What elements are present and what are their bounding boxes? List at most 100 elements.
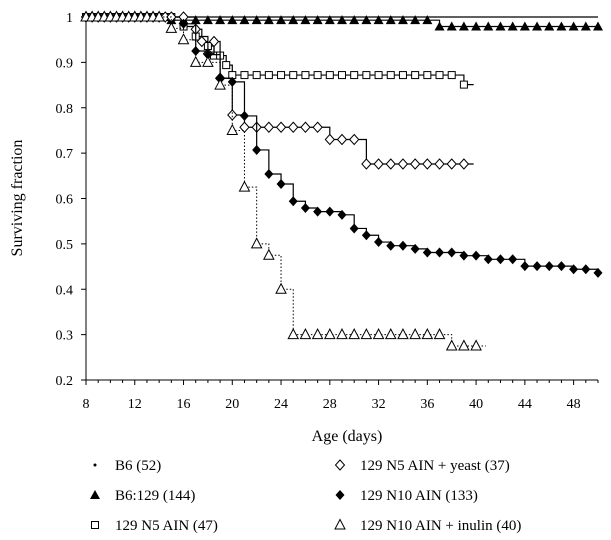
data-point xyxy=(240,71,249,80)
data-point xyxy=(312,121,323,134)
data-point xyxy=(324,15,335,25)
data-point xyxy=(301,71,310,80)
data-point xyxy=(459,80,468,89)
legend-item: B6 (52) xyxy=(93,458,161,474)
data-point xyxy=(336,328,348,340)
data-point xyxy=(325,71,334,80)
data-point xyxy=(276,178,286,189)
y-tick-label: 0.6 xyxy=(56,193,74,208)
x-tick-label: 20 xyxy=(225,397,239,412)
series-4 xyxy=(179,18,603,278)
data-point xyxy=(276,15,287,25)
data-point xyxy=(458,158,470,170)
data-point xyxy=(374,237,384,248)
data-point xyxy=(423,71,432,80)
data-point xyxy=(252,144,262,155)
data-point xyxy=(238,180,251,192)
data-point xyxy=(483,254,493,265)
series-line xyxy=(86,16,486,347)
y-tick-label: 0.4 xyxy=(56,283,74,298)
data-point xyxy=(350,71,359,80)
data-point xyxy=(165,21,178,33)
legend-label: 129 N5 AIN + yeast (37) xyxy=(360,458,510,474)
data-point xyxy=(337,209,347,220)
legend-label: B6:129 (144) xyxy=(115,488,195,504)
data-point xyxy=(434,21,445,31)
data-point xyxy=(361,15,372,25)
y-tick-label: 0.8 xyxy=(56,102,74,117)
data-point xyxy=(349,223,359,234)
data-point xyxy=(422,158,433,170)
x-tick-label: 44 xyxy=(518,397,532,412)
data-point xyxy=(411,71,420,80)
data-point xyxy=(251,15,262,25)
data-point xyxy=(214,78,226,90)
data-point xyxy=(208,35,220,48)
data-point xyxy=(215,73,225,84)
data-point xyxy=(544,21,555,31)
x-tick-label: 40 xyxy=(469,397,483,412)
x-tick-label: 48 xyxy=(567,397,581,412)
data-point xyxy=(532,261,542,272)
data-point xyxy=(519,21,530,31)
data-point xyxy=(569,264,579,275)
data-point xyxy=(288,196,298,207)
data-point xyxy=(202,15,213,25)
data-point xyxy=(300,203,310,214)
data-point xyxy=(434,158,445,170)
data-point xyxy=(580,21,591,31)
data-point xyxy=(435,247,445,258)
data-point xyxy=(374,71,383,80)
data-point xyxy=(520,261,530,272)
y-tick-label: 0.5 xyxy=(56,238,74,253)
data-point xyxy=(215,15,226,25)
data-point xyxy=(275,282,287,294)
data-point xyxy=(264,71,273,80)
legend-marker xyxy=(335,490,345,500)
data-point xyxy=(323,328,336,340)
y-tick-label: 0.7 xyxy=(56,147,74,162)
series-5 xyxy=(80,10,486,351)
data-point xyxy=(544,261,554,272)
data-point xyxy=(508,254,518,265)
data-point xyxy=(338,71,346,80)
x-tick-label: 16 xyxy=(177,397,191,412)
data-point xyxy=(398,71,407,80)
data-point xyxy=(397,158,409,170)
data-point xyxy=(384,328,397,340)
data-point xyxy=(252,71,261,80)
data-point xyxy=(189,55,202,67)
data-point xyxy=(373,158,384,170)
data-point xyxy=(289,71,298,80)
legend-item: 129 N5 AIN (47) xyxy=(91,518,218,534)
data-point xyxy=(348,328,361,340)
data-point xyxy=(300,15,311,25)
data-point xyxy=(312,15,323,25)
data-point xyxy=(299,328,312,340)
data-point xyxy=(447,247,457,258)
data-point xyxy=(263,121,275,134)
data-point xyxy=(337,15,347,25)
data-point xyxy=(447,71,456,80)
series-2 xyxy=(82,13,474,89)
y-tick-label: 1 xyxy=(66,11,73,26)
legend-marker xyxy=(334,459,346,471)
legend-label: 129 N5 AIN (47) xyxy=(115,518,218,534)
series-line xyxy=(86,16,474,165)
legend-item: 129 N10 AIN (133) xyxy=(335,488,478,504)
data-point xyxy=(385,15,396,25)
data-point xyxy=(226,123,239,135)
data-point xyxy=(507,21,518,31)
x-tick-label: 8 xyxy=(83,397,90,412)
data-point xyxy=(385,158,396,170)
x-tick-label: 36 xyxy=(420,397,434,412)
data-point xyxy=(349,15,360,25)
y-tick-label: 0.3 xyxy=(56,329,74,344)
data-point xyxy=(397,328,409,340)
legend-marker xyxy=(334,518,346,530)
x-tick-label: 12 xyxy=(128,397,142,412)
data-point xyxy=(446,158,457,170)
legend-label: 129 N10 AIN + inulin (40) xyxy=(360,518,521,534)
data-point xyxy=(239,121,250,134)
data-point xyxy=(239,110,249,121)
